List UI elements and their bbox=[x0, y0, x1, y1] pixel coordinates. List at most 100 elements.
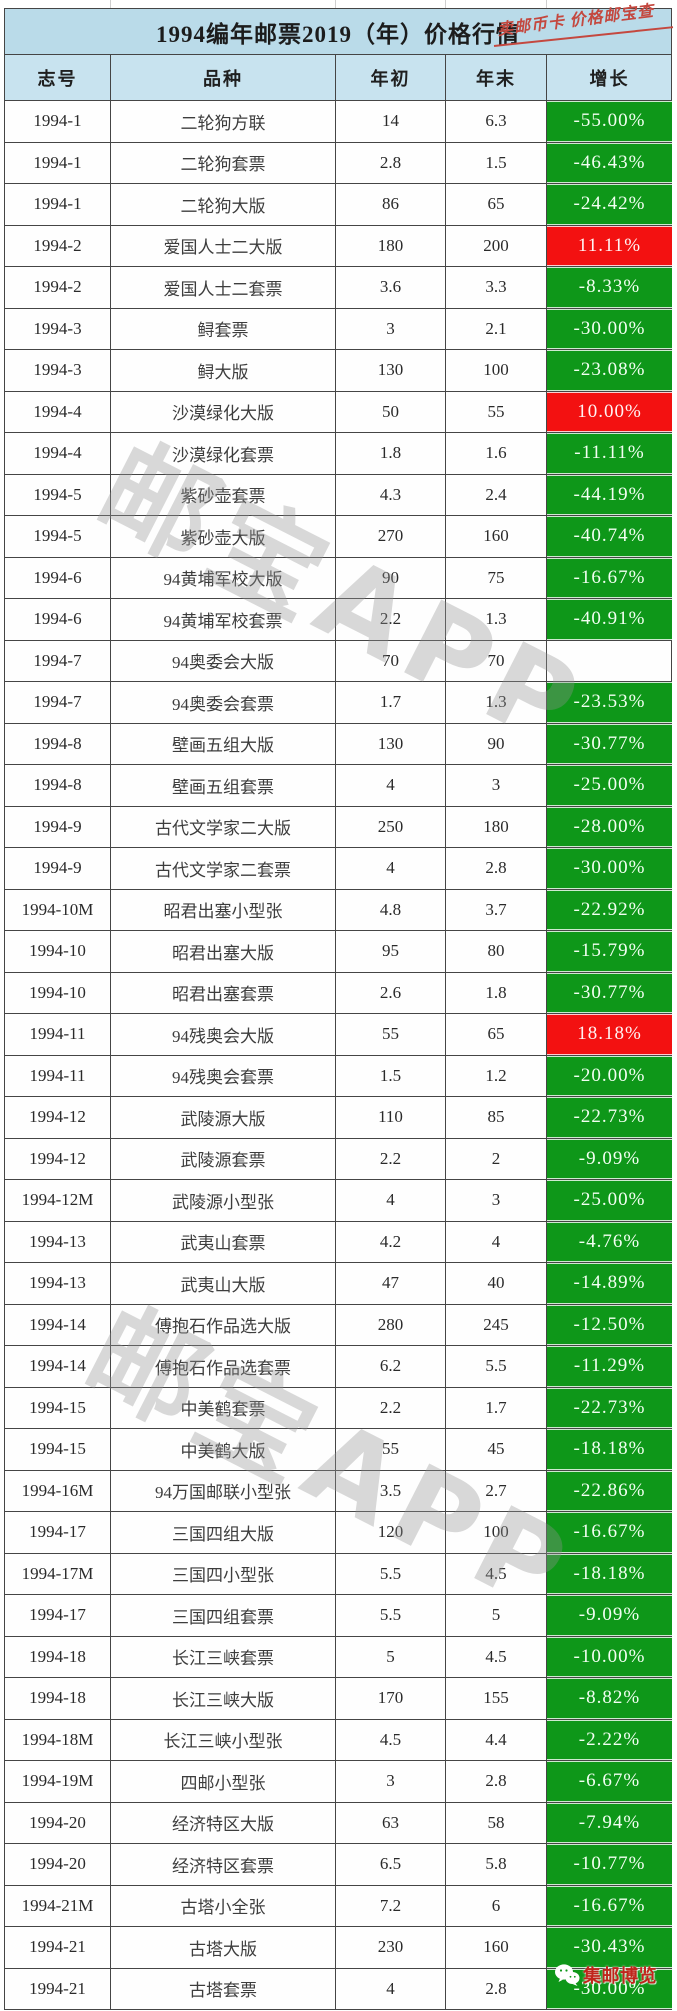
growth-cell: -9.09% bbox=[547, 1138, 672, 1179]
start-price-cell: 70 bbox=[336, 640, 446, 681]
variety-cell: 94奥委会套票 bbox=[111, 682, 336, 723]
table-row: 1994-1 二轮狗方联 14 6.3 -55.00% bbox=[5, 101, 672, 143]
growth-cell: -46.43% bbox=[547, 142, 672, 183]
catalog-cell: 1994-15 bbox=[5, 1387, 111, 1428]
start-price-cell: 95 bbox=[336, 931, 446, 972]
variety-cell: 四邮小型张 bbox=[111, 1761, 336, 1802]
start-price-cell: 55 bbox=[336, 1014, 446, 1055]
catalog-cell: 1994-4 bbox=[5, 391, 111, 432]
table-row: 1994-21 古塔大版 230 160 -30.43% bbox=[5, 1927, 672, 1969]
growth-cell: -16.67% bbox=[547, 557, 672, 598]
start-price-cell: 5 bbox=[336, 1636, 446, 1677]
table-row: 1994-11 94残奥会套票 1.5 1.2 -20.00% bbox=[5, 1055, 672, 1097]
start-price-cell: 63 bbox=[336, 1802, 446, 1843]
top-margin-strip bbox=[0, 0, 677, 8]
catalog-cell: 1994-20 bbox=[5, 1802, 111, 1843]
start-price-cell: 3.5 bbox=[336, 1470, 446, 1511]
start-price-cell: 4.8 bbox=[336, 889, 446, 930]
growth-cell: -22.86% bbox=[547, 1470, 672, 1511]
variety-cell: 武夷山大版 bbox=[111, 1263, 336, 1304]
start-price-cell: 5.5 bbox=[336, 1595, 446, 1636]
end-price-cell: 90 bbox=[446, 723, 547, 764]
table-row: 1994-19M 四邮小型张 3 2.8 -6.67% bbox=[5, 1761, 672, 1803]
table-row: 1994-10 昭君出塞大版 95 80 -15.79% bbox=[5, 931, 672, 973]
column-tick bbox=[110, 0, 111, 8]
start-price-cell: 2.6 bbox=[336, 972, 446, 1013]
growth-cell: -18.18% bbox=[547, 1553, 672, 1594]
variety-cell: 长江三峡小型张 bbox=[111, 1719, 336, 1760]
catalog-cell: 1994-10 bbox=[5, 931, 111, 972]
table-row: 1994-7 94奥委会大版 70 70 bbox=[5, 640, 671, 682]
catalog-cell: 1994-8 bbox=[5, 723, 111, 764]
growth-cell: -23.08% bbox=[547, 350, 672, 391]
growth-cell: -25.00% bbox=[547, 765, 672, 806]
catalog-cell: 1994-2 bbox=[5, 225, 111, 266]
start-price-cell: 1.7 bbox=[336, 682, 446, 723]
start-price-cell: 270 bbox=[336, 516, 446, 557]
growth-cell: -44.19% bbox=[547, 474, 672, 515]
variety-cell: 94残奥会大版 bbox=[111, 1014, 336, 1055]
header-growth: 增长 bbox=[589, 68, 630, 89]
end-price-cell: 4 bbox=[446, 1221, 547, 1262]
table-row: 1994-20 经济特区套票 6.5 5.8 -10.77% bbox=[5, 1844, 672, 1886]
end-price-cell: 70 bbox=[446, 640, 547, 681]
growth-cell: -20.00% bbox=[547, 1055, 672, 1096]
catalog-cell: 1994-21 bbox=[5, 1968, 111, 2009]
end-price-cell: 1.8 bbox=[446, 972, 547, 1013]
growth-cell: -22.92% bbox=[547, 889, 672, 930]
variety-cell: 三国四小型张 bbox=[111, 1553, 336, 1594]
variety-cell: 武陵源套票 bbox=[111, 1138, 336, 1179]
growth-cell: 11.11% bbox=[547, 225, 672, 266]
table-row: 1994-14 傅抱石作品选套票 6.2 5.5 -11.29% bbox=[5, 1346, 672, 1388]
table-row: 1994-18 长江三峡大版 170 155 -8.82% bbox=[5, 1678, 672, 1720]
catalog-cell: 1994-6 bbox=[5, 557, 111, 598]
start-price-cell: 3.6 bbox=[336, 267, 446, 308]
start-price-cell: 90 bbox=[336, 557, 446, 598]
end-price-cell: 2.8 bbox=[446, 1761, 547, 1802]
start-price-cell: 170 bbox=[336, 1678, 446, 1719]
growth-cell: -30.00% bbox=[547, 848, 672, 889]
growth-cell: -30.43% bbox=[547, 1927, 672, 1968]
table-row: 1994-5 紫砂壶大版 270 160 -40.74% bbox=[5, 516, 672, 558]
catalog-cell: 1994-5 bbox=[5, 474, 111, 515]
table-row: 1994-20 经济特区大版 63 58 -7.94% bbox=[5, 1802, 672, 1844]
start-price-cell: 2.2 bbox=[336, 1387, 446, 1428]
catalog-cell: 1994-10M bbox=[5, 889, 111, 930]
table-row: 1994-21M 古塔小全张 7.2 6 -16.67% bbox=[5, 1885, 672, 1927]
variety-cell: 武陵源大版 bbox=[111, 1097, 336, 1138]
table-row: 1994-2 爱国人士二大版 180 200 11.11% bbox=[5, 225, 672, 267]
catalog-cell: 1994-20 bbox=[5, 1844, 111, 1885]
variety-cell: 傅抱石作品选套票 bbox=[111, 1346, 336, 1387]
end-price-cell: 85 bbox=[446, 1097, 547, 1138]
end-price-cell: 3.7 bbox=[446, 889, 547, 930]
start-price-cell: 14 bbox=[336, 101, 446, 142]
table-row: 1994-2 爱国人士二套票 3.6 3.3 -8.33% bbox=[5, 267, 672, 309]
end-price-cell: 58 bbox=[446, 1802, 547, 1843]
table-row: 1994-17 三国四组套票 5.5 5 -9.09% bbox=[5, 1595, 672, 1637]
catalog-cell: 1994-3 bbox=[5, 350, 111, 391]
end-price-cell: 2 bbox=[446, 1138, 547, 1179]
catalog-cell: 1994-13 bbox=[5, 1263, 111, 1304]
catalog-cell: 1994-15 bbox=[5, 1429, 111, 1470]
table-row: 1994-4 沙漠绿化大版 50 55 10.00% bbox=[5, 391, 672, 433]
table-row: 1994-18 长江三峡套票 5 4.5 -10.00% bbox=[5, 1636, 672, 1678]
table-row: 1994-9 古代文学家二大版 250 180 -28.00% bbox=[5, 806, 672, 848]
variety-cell: 爱国人士二大版 bbox=[111, 225, 336, 266]
growth-cell: -25.00% bbox=[547, 1180, 672, 1221]
start-price-cell: 4 bbox=[336, 848, 446, 889]
growth-cell: -30.77% bbox=[547, 723, 672, 764]
end-price-cell: 1.2 bbox=[446, 1055, 547, 1096]
start-price-cell: 86 bbox=[336, 184, 446, 225]
start-price-cell: 1.8 bbox=[336, 433, 446, 474]
catalog-cell: 1994-14 bbox=[5, 1346, 111, 1387]
catalog-cell: 1994-3 bbox=[5, 308, 111, 349]
catalog-cell: 1994-9 bbox=[5, 848, 111, 889]
start-price-cell: 130 bbox=[336, 350, 446, 391]
growth-cell: -22.73% bbox=[547, 1387, 672, 1428]
variety-cell: 鲟套票 bbox=[111, 308, 336, 349]
table-title: 1994编年邮票2019（年）价格行情 bbox=[4, 8, 672, 55]
growth-cell: -6.67% bbox=[547, 1761, 672, 1802]
variety-cell: 94黄埔军校大版 bbox=[111, 557, 336, 598]
catalog-cell: 1994-6 bbox=[5, 599, 111, 640]
catalog-cell: 1994-1 bbox=[5, 101, 111, 142]
